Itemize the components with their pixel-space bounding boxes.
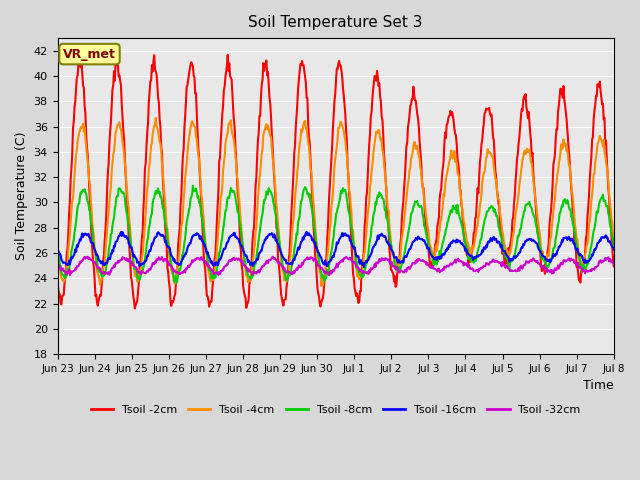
Tsoil -32cm bbox=[405, 264, 413, 270]
Tsoil -32cm bbox=[325, 272, 333, 278]
Line: Tsoil -16cm: Tsoil -16cm bbox=[58, 232, 614, 267]
Tsoil -16cm bbox=[54, 248, 61, 253]
Tsoil -16cm bbox=[64, 261, 72, 267]
Tsoil -16cm bbox=[421, 240, 429, 245]
Tsoil -8cm bbox=[64, 266, 72, 272]
Tsoil -8cm bbox=[189, 183, 196, 189]
Tsoil -2cm bbox=[64, 245, 72, 251]
Tsoil -8cm bbox=[421, 225, 429, 230]
Tsoil -2cm bbox=[207, 299, 215, 304]
Tsoil -8cm bbox=[54, 243, 61, 249]
Line: Tsoil -8cm: Tsoil -8cm bbox=[58, 186, 614, 283]
Tsoil -32cm bbox=[121, 256, 129, 262]
Tsoil -4cm bbox=[54, 245, 61, 251]
Tsoil -4cm bbox=[405, 175, 413, 181]
Tsoil -32cm bbox=[207, 266, 214, 272]
Tsoil -2cm bbox=[121, 153, 129, 159]
Tsoil -2cm bbox=[178, 171, 186, 177]
Tsoil -2cm bbox=[54, 276, 61, 282]
Tsoil -2cm bbox=[131, 306, 139, 312]
Tsoil -16cm bbox=[177, 259, 185, 264]
Legend: Tsoil -2cm, Tsoil -4cm, Tsoil -8cm, Tsoil -16cm, Tsoil -32cm: Tsoil -2cm, Tsoil -4cm, Tsoil -8cm, Tsoi… bbox=[86, 401, 585, 420]
Tsoil -16cm bbox=[360, 264, 368, 270]
Tsoil -8cm bbox=[173, 280, 180, 286]
Tsoil -8cm bbox=[610, 242, 618, 248]
Tsoil -32cm bbox=[610, 261, 618, 267]
Tsoil -2cm bbox=[421, 212, 429, 218]
Tsoil -16cm bbox=[610, 247, 618, 252]
Tsoil -4cm bbox=[64, 261, 72, 266]
Tsoil -16cm bbox=[207, 260, 214, 265]
Tsoil -4cm bbox=[421, 202, 429, 207]
Tsoil -16cm bbox=[121, 234, 129, 240]
Tsoil -8cm bbox=[121, 195, 129, 201]
Tsoil -4cm bbox=[317, 283, 325, 289]
Tsoil -2cm bbox=[405, 119, 413, 125]
Line: Tsoil -2cm: Tsoil -2cm bbox=[58, 55, 614, 309]
Y-axis label: Soil Temperature (C): Soil Temperature (C) bbox=[15, 132, 28, 260]
Tsoil -8cm bbox=[405, 227, 413, 232]
Tsoil -4cm bbox=[207, 277, 215, 283]
Tsoil -32cm bbox=[177, 269, 185, 275]
Tsoil -8cm bbox=[209, 275, 216, 280]
Tsoil -32cm bbox=[64, 270, 72, 276]
Tsoil -4cm bbox=[610, 237, 618, 242]
Tsoil -16cm bbox=[405, 248, 413, 253]
Tsoil -4cm bbox=[152, 115, 159, 121]
Line: Tsoil -4cm: Tsoil -4cm bbox=[58, 118, 614, 286]
Line: Tsoil -32cm: Tsoil -32cm bbox=[58, 257, 614, 275]
Tsoil -32cm bbox=[54, 263, 61, 268]
Text: VR_met: VR_met bbox=[63, 48, 116, 60]
Tsoil -2cm bbox=[610, 264, 618, 269]
Tsoil -32cm bbox=[421, 259, 429, 264]
Tsoil -16cm bbox=[303, 229, 310, 235]
Tsoil -2cm bbox=[224, 52, 232, 58]
Tsoil -8cm bbox=[178, 252, 186, 258]
Title: Soil Temperature Set 3: Soil Temperature Set 3 bbox=[248, 15, 423, 30]
X-axis label: Time: Time bbox=[583, 379, 614, 392]
Tsoil -4cm bbox=[121, 161, 129, 167]
Tsoil -4cm bbox=[178, 221, 186, 227]
Tsoil -32cm bbox=[269, 254, 276, 260]
